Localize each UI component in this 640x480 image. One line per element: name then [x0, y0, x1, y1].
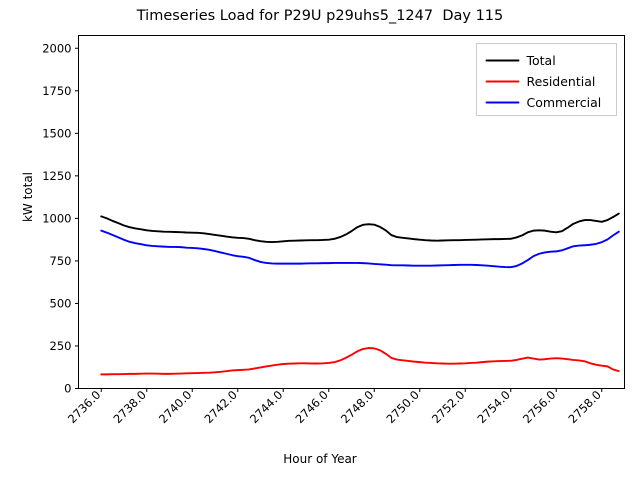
chart-legend: Total Residential Commercial — [476, 43, 617, 116]
x-tick-label: 2744.0 — [247, 388, 285, 426]
x-tick-label: 2742.0 — [202, 388, 240, 426]
series-group — [100, 212, 620, 376]
x-tick-label: 2748.0 — [338, 388, 376, 426]
y-tick-label: 1500 — [42, 126, 71, 140]
y-tick-label: 500 — [50, 296, 72, 310]
y-axis-ticks: 0 250 500 750 1000 1250 1500 1750 2000 — [42, 41, 79, 396]
legend-label-commercial: Commercial — [527, 95, 602, 110]
legend-label-residential: Residential — [527, 74, 596, 89]
y-tick-label: 750 — [50, 254, 72, 268]
y-tick-label: 1250 — [42, 169, 71, 183]
x-axis-label: Hour of Year — [283, 452, 357, 466]
series-line-total — [100, 212, 620, 243]
series-line-commercial — [100, 229, 620, 269]
x-tick-label: 2740.0 — [156, 388, 194, 426]
series-line-residential — [100, 347, 620, 376]
y-tick-label: 0 — [64, 382, 71, 396]
x-tick-label: 2756.0 — [520, 388, 558, 426]
legend-label-total: Total — [526, 53, 556, 68]
y-tick-label: 1750 — [42, 84, 71, 98]
x-tick-label: 2750.0 — [384, 388, 422, 426]
y-axis-label: kW total — [21, 171, 35, 223]
y-tick-label: 1000 — [42, 211, 71, 225]
y-tick-label: 2000 — [42, 41, 71, 55]
x-tick-label: 2738.0 — [111, 388, 149, 426]
plot-frame — [78, 35, 625, 389]
chart-title: Timeseries Load for P29U p29uhs5_1247 Da… — [136, 8, 504, 24]
x-tick-label: 2754.0 — [475, 388, 513, 426]
x-tick-label: 2758.0 — [566, 388, 604, 426]
x-tick-label: 2752.0 — [429, 388, 467, 426]
y-tick-label: 250 — [50, 339, 72, 353]
x-tick-label: 2746.0 — [293, 388, 331, 426]
x-axis-ticks: 2736.0 2738.0 2740.0 2742.0 2744.0 2746.0 2748… — [65, 388, 604, 426]
